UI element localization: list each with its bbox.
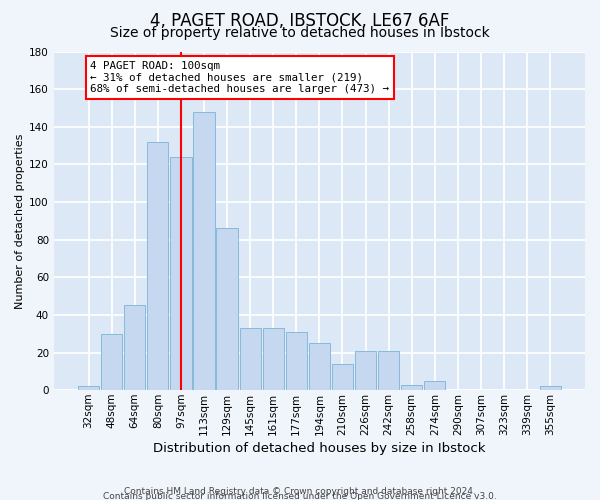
Bar (263, 328, 284, 390)
Bar (332, 364, 353, 390)
Bar (309, 343, 330, 390)
Text: 4 PAGET ROAD: 100sqm
← 31% of detached houses are smaller (219)
68% of semi-deta: 4 PAGET ROAD: 100sqm ← 31% of detached h… (91, 61, 389, 94)
Bar (378, 350, 399, 390)
X-axis label: Distribution of detached houses by size in Ibstock: Distribution of detached houses by size … (153, 442, 485, 455)
Text: 4, PAGET ROAD, IBSTOCK, LE67 6AF: 4, PAGET ROAD, IBSTOCK, LE67 6AF (151, 12, 449, 30)
Text: Contains HM Land Registry data © Crown copyright and database right 2024.: Contains HM Land Registry data © Crown c… (124, 487, 476, 496)
Bar (147, 142, 169, 390)
Bar (286, 332, 307, 390)
Bar (124, 306, 145, 390)
Bar (193, 112, 215, 390)
Bar (401, 384, 422, 390)
Bar (217, 228, 238, 390)
Text: Contains public sector information licensed under the Open Government Licence v3: Contains public sector information licen… (103, 492, 497, 500)
Text: Size of property relative to detached houses in Ibstock: Size of property relative to detached ho… (110, 26, 490, 40)
Bar (101, 334, 122, 390)
Bar (424, 380, 445, 390)
Bar (355, 350, 376, 390)
Bar (78, 386, 99, 390)
Bar (239, 328, 261, 390)
Bar (539, 386, 561, 390)
Bar (170, 157, 191, 390)
Y-axis label: Number of detached properties: Number of detached properties (15, 133, 25, 308)
